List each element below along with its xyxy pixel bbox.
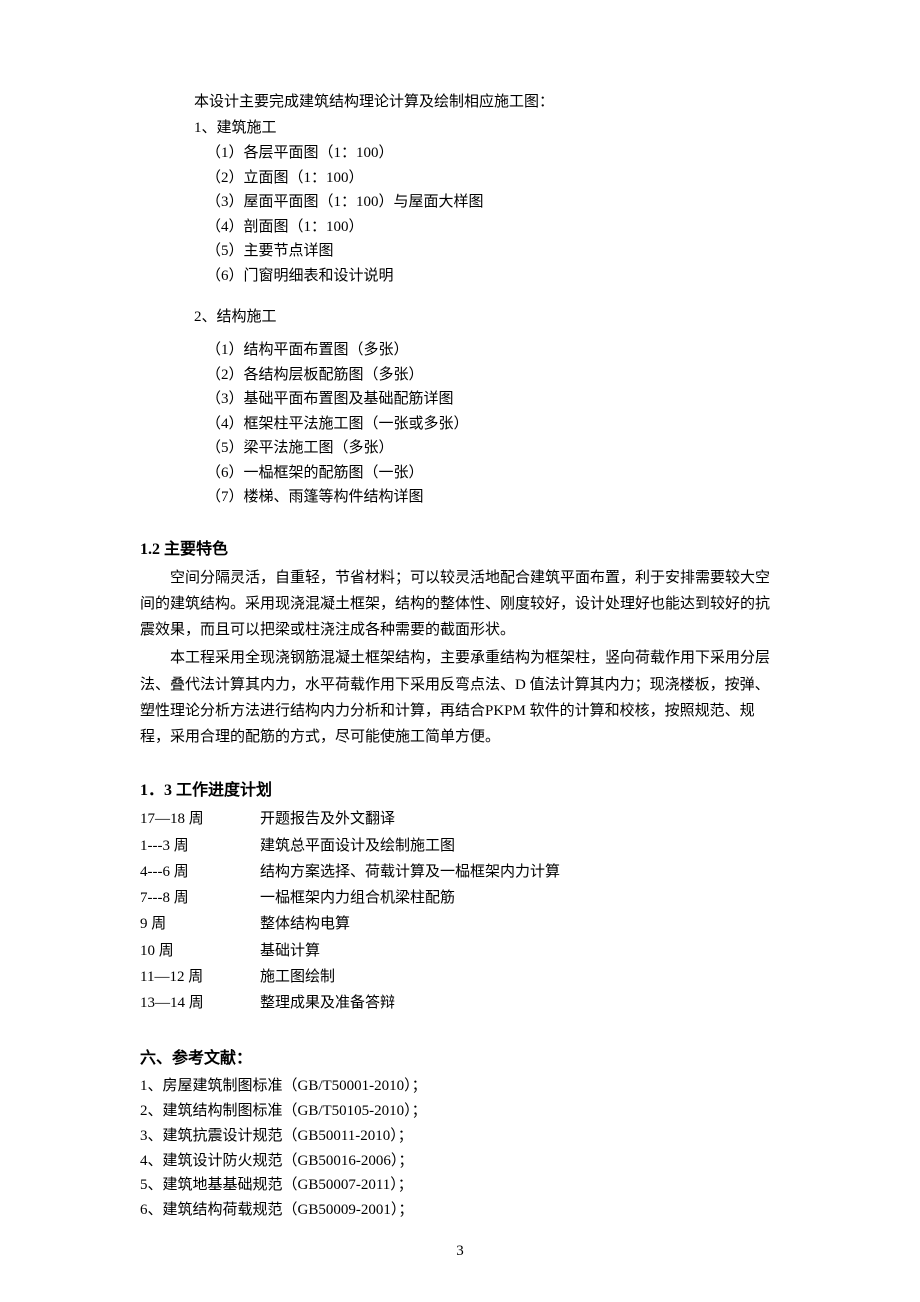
schedule-task: 建筑总平面设计及绘制施工图 [260,833,780,859]
schedule-row: 10 周 基础计算 [140,938,780,964]
schedule-heading: 1．3 工作进度计划 [140,776,780,800]
schedule-row: 17—18 周 开题报告及外文翻译 [140,806,780,832]
schedule-task: 结构方案选择、荷载计算及一榀框架内力计算 [260,859,780,885]
section1-item: （4）剖面图（1：100） [206,216,780,239]
schedule-row: 11—12 周 施工图绘制 [140,964,780,990]
intro-line: 本设计主要完成建筑结构理论计算及绘制相应施工图： [194,90,780,114]
schedule-task: 基础计算 [260,938,780,964]
schedule-week: 9 周 [140,911,260,937]
section2-title: 2、结构施工 [194,305,780,329]
section1-title: 1、建筑施工 [194,116,780,140]
reference-item: 4、建筑设计防火规范（GB50016-2006）； [140,1149,780,1174]
schedule-task: 施工图绘制 [260,964,780,990]
features-heading: 1.2 主要特色 [140,535,780,559]
features-para: 本工程采用全现浇钢筋混凝土框架结构，主要承重结构为框架柱，竖向荷载作用下采用分层… [140,645,780,750]
section2-item: （3）基础平面布置图及基础配筋详图 [206,388,780,411]
reference-item: 5、建筑地基基础规范（GB50007-2011）； [140,1173,780,1198]
schedule-week: 4---6 周 [140,859,260,885]
schedule-row: 13—14 周 整理成果及准备答辩 [140,990,780,1016]
features-para: 空间分隔灵活，自重轻，节省材料；可以较灵活地配合建筑平面布置，利于安排需要较大空… [140,565,780,644]
schedule-week: 13—14 周 [140,990,260,1016]
schedule-task: 开题报告及外文翻译 [260,806,780,832]
section2-item: （4）框架柱平法施工图（一张或多张） [206,413,780,436]
reference-item: 6、建筑结构荷载规范（GB50009-2001）； [140,1198,780,1223]
schedule-row: 7---8 周 一榀框架内力组合机梁柱配筋 [140,885,780,911]
schedule-week: 11—12 周 [140,964,260,990]
section1-item: （6）门窗明细表和设计说明 [206,265,780,288]
schedule-week: 17—18 周 [140,806,260,832]
section1-item: （2）立面图（1：100） [206,167,780,190]
section2-item: （2）各结构层板配筋图（多张） [206,364,780,387]
section2-item: （6）一榀框架的配筋图（一张） [206,462,780,485]
schedule-row: 4---6 周 结构方案选择、荷载计算及一榀框架内力计算 [140,859,780,885]
section2-item: （7）楼梯、雨篷等构件结构详图 [206,486,780,509]
section1-item: （5）主要节点详图 [206,240,780,263]
schedule-week: 1---3 周 [140,833,260,859]
section1-item: （1）各层平面图（1：100） [206,142,780,165]
schedule-task: 整体结构电算 [260,911,780,937]
schedule-task: 整理成果及准备答辩 [260,990,780,1016]
schedule-row: 1---3 周 建筑总平面设计及绘制施工图 [140,833,780,859]
reference-item: 3、建筑抗震设计规范（GB50011-2010）； [140,1124,780,1149]
page-number: 3 [456,1243,464,1260]
reference-item: 2、建筑结构制图标准（GB/T50105-2010）； [140,1099,780,1124]
schedule-task: 一榀框架内力组合机梁柱配筋 [260,885,780,911]
schedule-week: 10 周 [140,938,260,964]
references-heading: 六、参考文献： [140,1044,780,1068]
schedule-row: 9 周 整体结构电算 [140,911,780,937]
section1-item: （3）屋面平面图（1：100）与屋面大样图 [206,191,780,214]
schedule-week: 7---8 周 [140,885,260,911]
section2-item: （1）结构平面布置图（多张） [206,339,780,362]
reference-item: 1、房屋建筑制图标准（GB/T50001-2010）； [140,1074,780,1099]
section2-item: （5）梁平法施工图（多张） [206,437,780,460]
